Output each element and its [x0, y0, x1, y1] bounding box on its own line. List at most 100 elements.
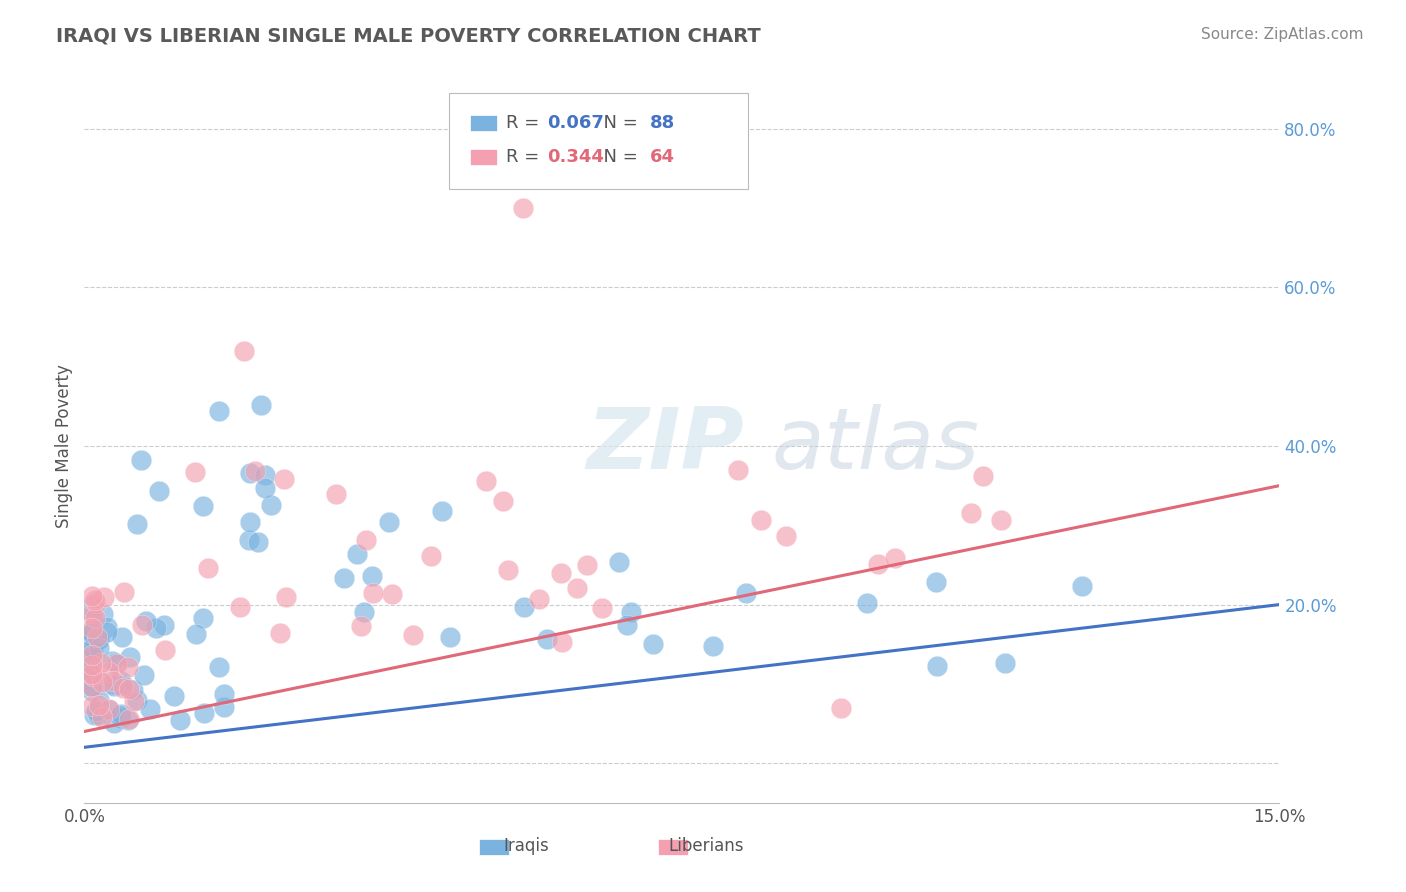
Point — [82, 680, 104, 694]
Point — [96, 624, 118, 639]
Point — [82, 599, 104, 614]
Point — [84, 596, 107, 610]
Point — [98, 665, 121, 679]
Text: R =: R = — [506, 114, 546, 132]
Point — [274, 590, 297, 604]
Point — [153, 618, 176, 632]
Point — [153, 642, 176, 657]
Point — [87, 632, 110, 646]
Point — [87, 632, 110, 647]
Point — [439, 630, 461, 644]
Point — [82, 678, 104, 692]
FancyBboxPatch shape — [449, 93, 748, 189]
Point — [529, 592, 551, 607]
Point — [512, 201, 534, 215]
Point — [139, 702, 162, 716]
Point — [96, 619, 118, 633]
FancyBboxPatch shape — [471, 149, 496, 165]
Point — [82, 626, 104, 640]
Point — [101, 674, 124, 689]
Point — [333, 571, 356, 585]
Point — [100, 654, 122, 668]
Point — [87, 707, 110, 722]
Point — [239, 467, 262, 481]
Point — [87, 693, 110, 707]
Point — [184, 626, 207, 640]
Point — [120, 649, 142, 664]
Point — [82, 657, 104, 672]
Point — [111, 678, 134, 692]
Point — [350, 619, 373, 633]
Point — [254, 481, 277, 495]
Point — [972, 469, 994, 483]
Point — [117, 659, 139, 673]
Point — [110, 711, 132, 725]
Point — [401, 627, 423, 641]
Point — [84, 593, 107, 607]
Point — [82, 624, 104, 639]
Point — [82, 699, 104, 714]
Point — [103, 715, 125, 730]
Point — [131, 618, 153, 632]
Point — [82, 589, 104, 603]
Point — [82, 652, 104, 666]
Point — [91, 673, 114, 688]
Point — [82, 670, 104, 684]
Point — [994, 656, 1017, 670]
Point — [260, 498, 283, 512]
Point — [83, 707, 105, 722]
Point — [108, 709, 131, 723]
Point — [118, 682, 141, 697]
Point — [868, 558, 890, 572]
Text: N =: N = — [592, 114, 644, 132]
Text: 0.067: 0.067 — [547, 114, 603, 132]
Text: Liberians: Liberians — [668, 837, 744, 855]
Point — [82, 608, 104, 623]
Point — [208, 404, 231, 418]
Point — [98, 702, 121, 716]
Point — [250, 398, 273, 412]
Point — [105, 657, 128, 671]
Point — [87, 698, 110, 713]
Point — [84, 704, 107, 718]
Point — [135, 614, 157, 628]
Point — [132, 667, 155, 681]
Point — [129, 453, 152, 467]
Point — [830, 700, 852, 714]
Text: 88: 88 — [650, 114, 675, 132]
Point — [91, 710, 114, 724]
Point — [82, 680, 104, 694]
Point — [749, 513, 772, 527]
Point — [883, 550, 905, 565]
Point — [110, 674, 132, 689]
Point — [112, 681, 135, 696]
Point — [381, 587, 404, 601]
Text: R =: R = — [506, 148, 546, 166]
Point — [82, 606, 104, 620]
Text: IRAQI VS LIBERIAN SINGLE MALE POVERTY CORRELATION CHART: IRAQI VS LIBERIAN SINGLE MALE POVERTY CO… — [56, 27, 761, 45]
Text: Iraqis: Iraqis — [503, 837, 550, 855]
Point — [702, 639, 724, 653]
Point — [117, 713, 139, 727]
Point — [591, 600, 613, 615]
Point — [856, 596, 879, 610]
Point — [110, 707, 132, 722]
Point — [82, 667, 104, 681]
Point — [253, 467, 276, 482]
Point — [193, 706, 215, 720]
Point — [111, 630, 134, 644]
Point — [191, 499, 214, 513]
Point — [353, 605, 375, 619]
Point — [420, 549, 443, 564]
Point — [496, 563, 519, 577]
Text: Source: ZipAtlas.com: Source: ZipAtlas.com — [1201, 27, 1364, 42]
FancyBboxPatch shape — [471, 115, 496, 130]
Point — [82, 621, 104, 635]
Text: atlas: atlas — [772, 404, 980, 488]
FancyBboxPatch shape — [658, 839, 688, 855]
Point — [377, 515, 399, 529]
Point — [238, 533, 260, 547]
Point — [228, 600, 250, 615]
Text: 0.344: 0.344 — [547, 148, 603, 166]
Point — [82, 624, 104, 639]
